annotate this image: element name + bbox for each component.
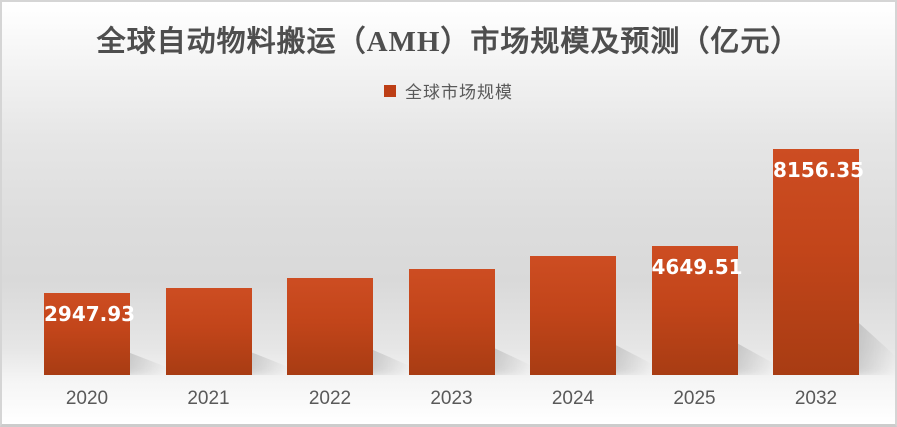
- bar-2025: 4649.51: [651, 246, 743, 375]
- bar-column: [530, 135, 674, 375]
- x-axis-label: 2020: [65, 388, 109, 409]
- bar-value-label: 8156.35: [773, 158, 865, 182]
- legend: 全球市场规模: [2, 78, 895, 103]
- x-axis-labels: 2020 2021 2022 2023 2024 2025 2032: [44, 388, 859, 410]
- legend-swatch-icon: [384, 84, 396, 97]
- bar-column: [287, 135, 431, 375]
- x-axis-label: 2021: [187, 388, 230, 409]
- bar-2021: [165, 288, 252, 375]
- bar-2024: [530, 256, 616, 375]
- bar-2032: 8156.35: [773, 149, 865, 375]
- bar-column: [165, 135, 309, 375]
- bar-column: 2947.93: [44, 135, 188, 375]
- x-axis-label: 2024: [551, 388, 595, 409]
- bar-2023: [408, 269, 495, 375]
- bar-2020: 2947.93: [44, 293, 136, 375]
- bar-column: [408, 135, 552, 375]
- chart-title: 全球自动物料搬运（AMH）市场规模及预测（亿元）: [96, 26, 801, 58]
- bar-column: 8156.35: [773, 135, 895, 375]
- legend-series-label: 全球市场规模: [405, 83, 513, 102]
- x-axis-label: 2032: [794, 388, 838, 409]
- x-axis-label: 2025: [673, 388, 716, 409]
- x-axis-label: 2023: [430, 388, 473, 409]
- bars-row: 2947.93 4649.51 8156.35: [44, 135, 895, 375]
- bar-value-label: 4649.51: [651, 255, 743, 279]
- x-axis-label: 2022: [308, 388, 352, 409]
- bar-value-label: 2947.93: [44, 302, 136, 326]
- bar-column: 4649.51: [651, 135, 795, 375]
- bar-2022: [287, 278, 373, 375]
